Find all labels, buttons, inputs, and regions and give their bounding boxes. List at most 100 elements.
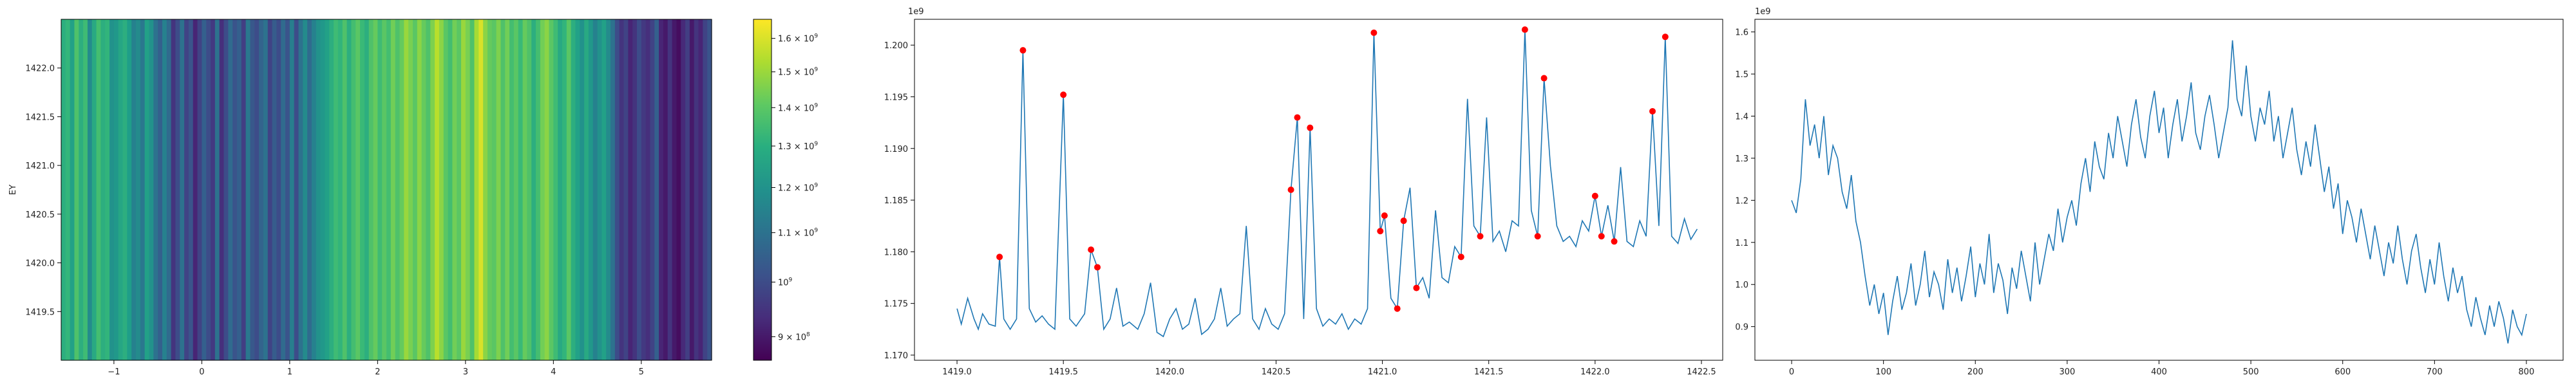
y-tick-label: 1.195 (884, 93, 908, 102)
y-tick-label: 1.190 (884, 145, 908, 154)
heatmap-column (390, 19, 396, 360)
heatmap-column (337, 19, 343, 360)
x-tick-label: 1419.0 (942, 367, 972, 377)
colorbar-frame (753, 19, 772, 361)
heatmap-column (236, 19, 242, 360)
heatmap-column (171, 19, 176, 360)
x-tick-label: 700 (2427, 367, 2443, 377)
heatmap-column (553, 19, 558, 360)
x-tick-label: 1422.5 (1687, 367, 1716, 377)
heatmap-column (426, 19, 431, 360)
heatmap-x-tick-label: 5 (639, 367, 644, 377)
heatmap-column (623, 19, 629, 360)
heatmap-column (571, 19, 576, 360)
series-y-axis: 0.9 1.0 1.1 1.2 1.3 1.4 1.5 1.6 (1735, 28, 1755, 333)
heatmap-column (61, 19, 66, 360)
peaks-frame (914, 19, 1723, 361)
heatmap-column (619, 19, 625, 360)
heatmap-column (580, 19, 585, 360)
heatmap-column (478, 19, 484, 360)
heatmap-column (241, 19, 247, 360)
heatmap-y-tick-label: 1420.5 (26, 210, 55, 220)
x-tick-label: 300 (2059, 367, 2075, 377)
peak-marker (1598, 233, 1605, 240)
heatmap-column (496, 19, 502, 360)
heatmap-ylabel: EY (8, 185, 18, 195)
heatmap-column (694, 19, 699, 360)
x-tick-label: 1420.0 (1155, 367, 1185, 377)
colorbar-tick-label: 9 × 108 (778, 331, 810, 342)
x-tick-label: 100 (1875, 367, 1891, 377)
peak-marker (1370, 29, 1378, 36)
colorbar-tick-label: 1.3 × 109 (778, 141, 818, 152)
heatmap-column (285, 19, 290, 360)
heatmap-column (518, 19, 524, 360)
heatmap-column (320, 19, 326, 360)
y-tick-label: 1.2 (1735, 196, 1748, 206)
y-tick-label: 1.200 (884, 41, 908, 51)
heatmap-column (232, 19, 238, 360)
y-tick-label: 1.185 (884, 196, 908, 206)
heatmap-column (672, 19, 677, 360)
heatmap-column (386, 19, 392, 360)
heatmap-x-tick-label: 1 (287, 367, 292, 377)
peak-marker (1611, 238, 1618, 245)
line-panel-peaks: 1e9 1419.0 1419.5 1420.0 1420.5 1421.0 1421.5… (884, 7, 1723, 377)
heatmap-column (325, 19, 330, 360)
heatmap-column (272, 19, 277, 360)
heatmap-column (180, 19, 185, 360)
heatmap-x-tick-label: 4 (551, 367, 556, 377)
y-tick-label: 1.175 (884, 300, 908, 309)
colorbar-tick-label: 109 (778, 277, 793, 288)
heatmap-column (346, 19, 352, 360)
heatmap-y-tick-label: 1421.5 (26, 113, 55, 122)
colorbar-tick-label: 1.4 × 109 (778, 102, 818, 113)
heatmap-column (689, 19, 695, 360)
heatmap-column (373, 19, 378, 360)
x-tick-label: 500 (2243, 367, 2259, 377)
heatmap-column (685, 19, 690, 360)
peak-marker (1413, 284, 1420, 291)
heatmap-column (527, 19, 532, 360)
y-tick-label: 1.6 (1735, 28, 1748, 38)
heatmap-column (197, 19, 202, 360)
colorbar-axis: 9 × 108 109 1.1 × 109 1.2 × 109 1.3 × 109 1.4… (772, 33, 818, 342)
y-tick-label: 1.4 (1735, 112, 1748, 122)
heatmap-column (267, 19, 273, 360)
heatmap-column (184, 19, 189, 360)
heatmap-column (289, 19, 295, 360)
heatmap-column (307, 19, 312, 360)
heatmap-column (430, 19, 435, 360)
heatmap-column (382, 19, 387, 360)
heatmap-column (513, 19, 519, 360)
peak-marker (1649, 107, 1656, 115)
heatmap-column (223, 19, 229, 360)
heatmap-column (377, 19, 383, 360)
heatmap-column (281, 19, 286, 360)
heatmap-column (109, 19, 115, 360)
peaks-x-axis: 1419.0 1419.5 1420.0 1420.5 1421.0 1421.5 1422… (942, 360, 1716, 377)
peaks-offset-text: 1e9 (908, 7, 924, 17)
heatmap-column (70, 19, 75, 360)
heatmap-column (175, 19, 180, 360)
heatmap-column (79, 19, 84, 360)
heatmap-y-tick-label: 1422.0 (26, 64, 55, 74)
heatmap-column (193, 19, 198, 360)
heatmap-column (601, 19, 607, 360)
series-line (1791, 40, 2527, 344)
colorbar-tick-label: 1.1 × 109 (778, 228, 818, 239)
series-offset-text: 1e9 (1755, 7, 1771, 17)
heatmap-column (399, 19, 404, 360)
colorbar-tick-label: 1.5 × 109 (778, 67, 818, 78)
peak-marker (1094, 264, 1101, 271)
heatmap-column (329, 19, 334, 360)
y-tick-label: 0.9 (1735, 323, 1748, 333)
heatmap-column (83, 19, 88, 360)
heatmap-column (364, 19, 370, 360)
peak-marker (1521, 26, 1528, 33)
heatmap-column (421, 19, 427, 360)
heatmap-column (614, 19, 620, 360)
peak-marker (1287, 187, 1294, 193)
heatmap-column (395, 19, 401, 360)
